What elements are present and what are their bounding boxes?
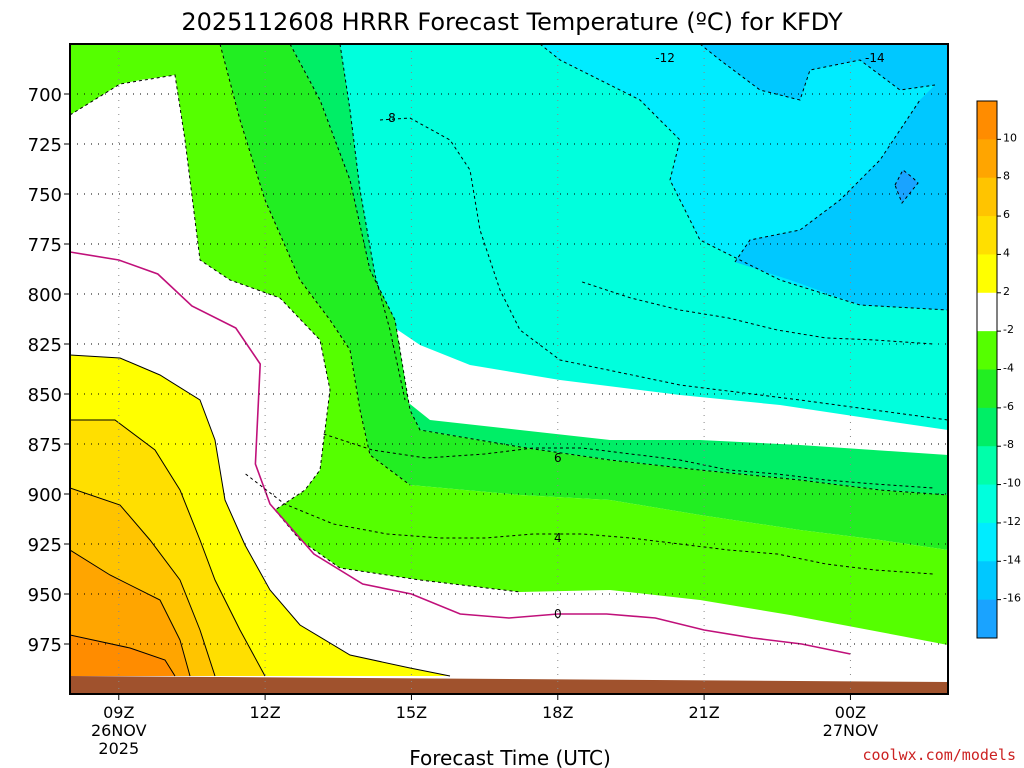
colorbar-label: 4 xyxy=(1003,246,1010,259)
band-minus14-minus16 xyxy=(700,44,948,310)
x-tick-date: 27NOV xyxy=(823,721,879,740)
contour-line-0 xyxy=(70,251,851,655)
colorbar-swatch xyxy=(977,407,997,447)
colorbar-label: -8 xyxy=(1003,438,1014,451)
contour-label: 0 xyxy=(554,607,562,621)
colorbar-swatch xyxy=(977,331,997,370)
contour-series xyxy=(70,251,934,655)
y-tick-label: 850 xyxy=(28,385,62,406)
colorbar-swatch xyxy=(977,599,997,639)
chart-title: 2025112608 HRRR Forecast Temperature (ºC… xyxy=(181,8,843,36)
y-tick-label: 725 xyxy=(28,135,62,156)
colorbar: 10 8 6 4 2 -2 -4 -6 -8 -10 -12 -14 -16 xyxy=(976,100,1021,639)
colorbar-swatch xyxy=(977,561,997,601)
y-tick-label: 800 xyxy=(28,285,62,306)
colorbar-label: 2 xyxy=(1003,285,1010,298)
x-tick-label: 09Z xyxy=(103,703,134,722)
y-tick-label: 900 xyxy=(28,485,62,506)
credit-text: coolwx.com/models xyxy=(862,746,1016,764)
x-tick-year: 2025 xyxy=(98,739,139,758)
colorbar-swatch xyxy=(977,216,997,255)
y-tick-label: 975 xyxy=(28,635,62,656)
colorbar-label: -6 xyxy=(1003,400,1014,413)
colorbar-swatch xyxy=(977,101,997,140)
contour-line-minus4 xyxy=(245,473,934,575)
colorbar-swatch xyxy=(977,292,997,332)
band-minus6-minus8 xyxy=(220,44,948,550)
x-tick-label: 18Z xyxy=(542,703,573,722)
colorbar-label: -12 xyxy=(1003,515,1021,528)
colorbar-label: 10 xyxy=(1003,131,1017,144)
colorbar-swatch xyxy=(977,177,997,217)
y-tick-label: 700 xyxy=(28,85,62,106)
band-minus4-minus6 xyxy=(70,44,948,645)
contour-label: -14 xyxy=(865,51,885,65)
y-tick-label: 875 xyxy=(28,435,62,456)
colorbar-label: -4 xyxy=(1003,362,1014,375)
shaded-field xyxy=(70,44,948,694)
plot-frame xyxy=(69,43,949,695)
contour-label: 6 xyxy=(554,451,562,465)
colorbar-label: -14 xyxy=(1003,553,1021,566)
colorbar-swatch xyxy=(977,522,997,562)
colorbar-label: -2 xyxy=(1003,323,1014,336)
y-tick-label: 925 xyxy=(28,535,62,556)
colorbar-swatch xyxy=(977,139,997,179)
x-tick-label: 15Z xyxy=(396,703,427,722)
contour-line-minus12 xyxy=(582,281,934,345)
x-tick-date: 26NOV xyxy=(91,721,147,740)
contour-label: 8 xyxy=(388,111,396,125)
colorbar-swatch xyxy=(977,484,997,524)
y-axis: 700 725 750 775 800 825 850 875 900 925 950 975 xyxy=(28,85,70,656)
colorbar-label: -16 xyxy=(1003,592,1021,605)
x-tick-label: 21Z xyxy=(688,703,719,722)
x-tick-label: 12Z xyxy=(249,703,280,722)
contour-label: 4 xyxy=(554,531,562,545)
colorbar-swatch xyxy=(977,369,997,409)
colorbar-swatch xyxy=(977,446,997,486)
band-above-10 xyxy=(70,635,175,676)
y-tick-label: 775 xyxy=(28,235,62,256)
contour-label: -12 xyxy=(655,51,675,65)
y-tick-label: 950 xyxy=(28,585,62,606)
terrain xyxy=(70,676,948,694)
colorbar-label: 8 xyxy=(1003,170,1010,183)
y-tick-label: 825 xyxy=(28,335,62,356)
band-below-minus16 xyxy=(895,170,918,203)
colorbar-label: 6 xyxy=(1003,208,1010,221)
y-tick-label: 750 xyxy=(28,185,62,206)
colorbar-label: -10 xyxy=(1003,477,1021,490)
x-tick-label: 00Z xyxy=(835,703,866,722)
colorbar-swatch xyxy=(977,254,997,294)
x-axis-label: Forecast Time (UTC) xyxy=(409,746,611,768)
contour-labels: 0 4 6 8 -12 -14 xyxy=(388,51,885,621)
